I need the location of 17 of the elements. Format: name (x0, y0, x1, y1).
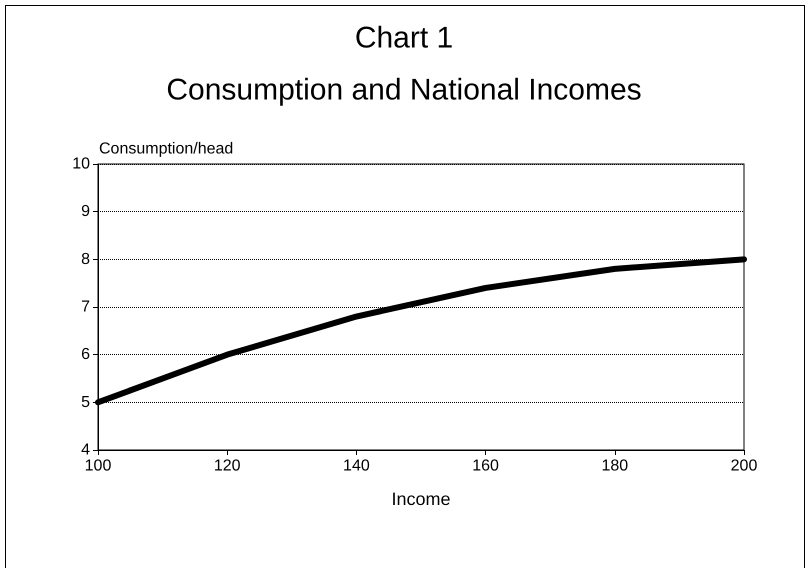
chart-subtitle: Consumption and National Incomes (166, 74, 642, 106)
y-tick-label: 5 (81, 394, 90, 411)
y-tick-label: 10 (72, 156, 90, 172)
x-tick-label: 200 (730, 458, 758, 474)
y-tick-label: 4 (81, 442, 90, 458)
y-axis-title: Consumption/head (99, 140, 234, 158)
y-tick-label: 7 (81, 298, 90, 316)
x-tick-label: 100 (84, 458, 112, 474)
y-tick-label: 8 (81, 250, 90, 268)
x-tick-label: 120 (214, 458, 241, 474)
x-tick-label: 180 (601, 458, 628, 474)
chart-title: Chart 1 (354, 22, 454, 54)
y-tick-label: 9 (81, 203, 90, 220)
x-tick-label: 140 (343, 458, 370, 474)
y-tick-label: 6 (81, 346, 90, 364)
x-axis-title: Income (391, 489, 451, 509)
x-tick-label: 160 (472, 458, 500, 474)
